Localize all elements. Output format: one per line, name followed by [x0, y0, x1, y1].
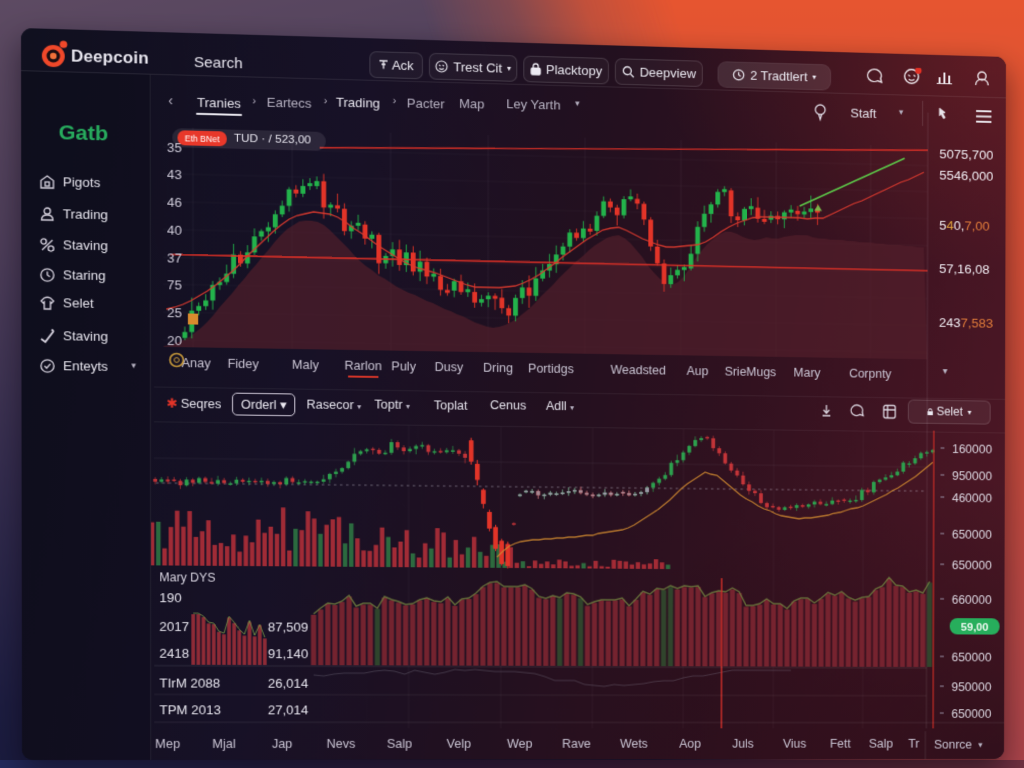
svg-text:Fidey: Fidey — [228, 356, 260, 371]
svg-text:460000: 460000 — [952, 491, 992, 505]
svg-text:Puly: Puly — [391, 359, 416, 374]
svg-text:▾: ▾ — [943, 366, 948, 376]
svg-text:5546,000: 5546,000 — [939, 167, 993, 183]
svg-text:540,7,00: 540,7,00 — [939, 217, 990, 233]
svg-text:Tr: Tr — [908, 736, 920, 750]
svg-text:SrieMugs: SrieMugs — [725, 364, 777, 379]
svg-text:Fett: Fett — [830, 736, 851, 750]
svg-text:950000: 950000 — [951, 680, 991, 694]
svg-text:Vius: Vius — [783, 736, 806, 750]
svg-text:Mjal: Mjal — [212, 736, 235, 750]
svg-text:75: 75 — [167, 278, 182, 293]
svg-text:Velp: Velp — [447, 736, 471, 750]
svg-text:Rarlon: Rarlon — [345, 358, 382, 373]
svg-text:Rave: Rave — [562, 736, 591, 750]
svg-text:25: 25 — [167, 305, 182, 320]
svg-text:37: 37 — [167, 251, 182, 266]
svg-text:650000: 650000 — [952, 650, 992, 664]
svg-text:Mary: Mary — [794, 365, 822, 380]
svg-text:Jap: Jap — [272, 736, 292, 750]
svg-text:Dusy: Dusy — [435, 359, 464, 374]
svg-text:Aop: Aop — [679, 736, 701, 750]
svg-text:Nevs: Nevs — [327, 736, 356, 750]
svg-text:Weadsted: Weadsted — [611, 362, 666, 377]
svg-text:40: 40 — [167, 223, 182, 238]
svg-text:46: 46 — [167, 195, 182, 210]
svg-text:20: 20 — [167, 333, 182, 348]
svg-text:Aup: Aup — [686, 363, 708, 378]
svg-text:650000: 650000 — [951, 707, 991, 721]
svg-text:Wets: Wets — [620, 736, 648, 750]
svg-text:660000: 660000 — [952, 592, 992, 606]
svg-text:Dring: Dring — [483, 360, 513, 375]
svg-text:Corpnty: Corpnty — [849, 366, 892, 381]
svg-text:Wep: Wep — [507, 736, 532, 750]
svg-text:43: 43 — [167, 167, 182, 182]
svg-text:Maly: Maly — [292, 357, 319, 372]
svg-text:650000: 650000 — [952, 558, 992, 572]
svg-text:57,16,08: 57,16,08 — [939, 261, 990, 277]
svg-text:Anay: Anay — [182, 355, 212, 370]
svg-text:5075,700: 5075,700 — [939, 146, 993, 162]
svg-text:Salp: Salp — [869, 736, 893, 750]
svg-text:Sonrce: Sonrce — [934, 737, 972, 751]
svg-text:650000: 650000 — [952, 527, 992, 541]
svg-text:2437,583: 2437,583 — [939, 315, 993, 331]
svg-text:35: 35 — [167, 140, 182, 155]
svg-text:Salp: Salp — [387, 736, 412, 750]
svg-text:950000: 950000 — [952, 469, 992, 484]
svg-text:Mep: Mep — [155, 736, 180, 751]
svg-text:Juls: Juls — [732, 736, 754, 750]
svg-text:Portidgs: Portidgs — [528, 361, 574, 376]
svg-text:59,00: 59,00 — [961, 621, 989, 633]
svg-text:160000: 160000 — [952, 442, 992, 457]
svg-text:▾: ▾ — [978, 740, 983, 749]
